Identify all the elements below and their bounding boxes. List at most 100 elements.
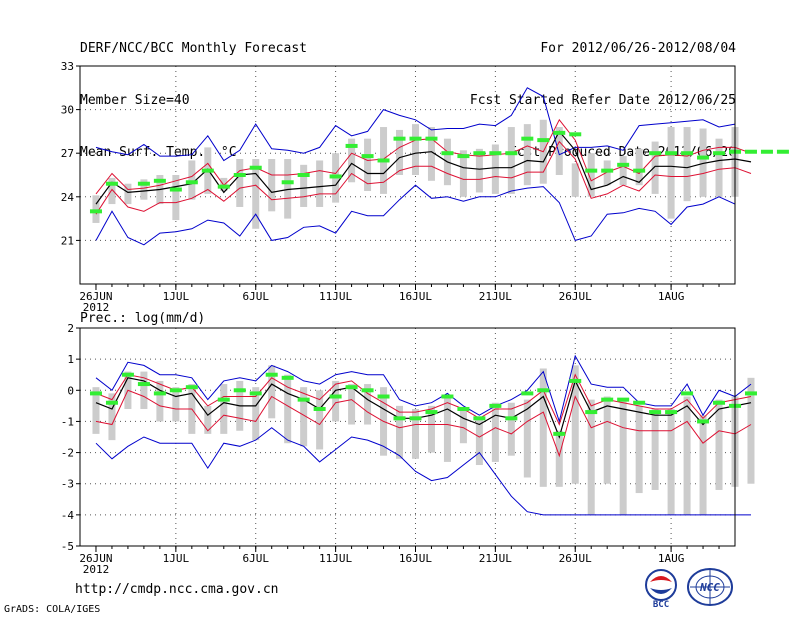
panel2-xtick-label-4: 16JUL — [399, 552, 432, 565]
panel2-spread-bar-12 — [284, 374, 292, 444]
source-url: http://cmdp.ncc.cma.gov.cn — [75, 582, 279, 597]
panel2-obs-marker-26 — [505, 416, 518, 421]
panel2-spread-bar-30 — [571, 365, 579, 484]
panel2-spread-bar-15 — [332, 380, 340, 422]
panel2-obs-marker-5 — [169, 388, 182, 393]
panel1-obs-marker-9 — [233, 173, 246, 177]
panel2-xtick-sublabel-0: 2012 — [83, 563, 110, 576]
panel1-spread-bar-33 — [619, 156, 627, 186]
panel2-obs-marker-3 — [137, 382, 150, 387]
panel2-obs-marker-23 — [457, 406, 470, 411]
panel1-obs-marker-33 — [617, 162, 630, 167]
panel1-spread-bar-13 — [300, 164, 308, 207]
panel1-obs-marker-35 — [649, 151, 662, 156]
panel1-obs-marker-36 — [665, 151, 678, 156]
panel1-obs-marker-10 — [249, 165, 262, 170]
panel2-spread-bar-25 — [491, 402, 499, 462]
panel2-spread-bar-39 — [715, 399, 723, 490]
panel1-spread-bar-9 — [236, 159, 244, 207]
header-member-size: Member Size=40 — [80, 93, 190, 108]
panel2-xtick-label-5: 21JUL — [479, 552, 512, 565]
panel2-obs-marker-4 — [153, 391, 166, 396]
panel2-obs-marker-30 — [569, 378, 582, 383]
panel1-obs-marker-4 — [153, 178, 166, 183]
panel1-spread-bar-38 — [699, 128, 707, 197]
panel2-obs-marker-21 — [425, 410, 438, 415]
panel2-obs-marker-28 — [537, 388, 550, 393]
panel1-obs-marker-17 — [361, 154, 374, 159]
panel1-xtick-label-1: 1JUL — [163, 290, 190, 303]
panel1-ytick-label-1: 24 — [61, 191, 75, 204]
panel2-obs-marker-6 — [185, 385, 198, 390]
panel2-min-line — [95, 427, 751, 516]
panel2-obs-marker-19 — [393, 416, 406, 421]
panel2-spread-bar-34 — [635, 405, 643, 494]
panel2-spread-bar-8 — [220, 384, 228, 434]
panel1-obs-marker-29 — [553, 130, 566, 135]
panel1-spread-bar-23 — [459, 150, 467, 197]
panel2-ytick-label-5: 0 — [67, 384, 74, 397]
panel2-spread-bar-41 — [747, 377, 755, 484]
panel2-obs-marker-33 — [617, 397, 630, 402]
panel2-spread-bar-3 — [140, 371, 148, 409]
panel1-ytick-label-2: 27 — [61, 147, 74, 160]
panel2-ytick-label-0: -5 — [61, 540, 74, 553]
panel1-spread-bar-29 — [555, 127, 563, 175]
header-right: For 2012/06/26-2012/08/04 Fcst Started R… — [470, 9, 736, 181]
panel1-spread-bar-32 — [603, 160, 611, 186]
panel1-obs-marker-12 — [281, 180, 294, 185]
panel2-xtick-label-7: 1AUG — [658, 552, 685, 565]
panel2-obs-marker-37 — [681, 391, 694, 396]
panel1-obs-marker-6 — [185, 180, 198, 185]
panel2-obs-marker-18 — [377, 394, 390, 399]
panel2-spread-bar-0 — [92, 387, 100, 434]
panel1-xtick-label-4: 16JUL — [399, 290, 432, 303]
panel2-obs-marker-22 — [441, 394, 454, 399]
panel2-xtick-label-2: 6JUL — [242, 552, 269, 565]
panel1-spread-bar-11 — [268, 159, 276, 212]
panel2-spread-bar-37 — [683, 396, 691, 515]
panel2-lower-line — [95, 389, 752, 458]
panel1-obs-marker-23 — [457, 154, 470, 159]
panel2-spread-bar-19 — [396, 405, 404, 459]
panel2-spread-bar-21 — [427, 405, 435, 453]
panel2-obs-marker-0 — [89, 391, 102, 396]
panel1-spread-bar-17 — [364, 138, 372, 191]
panel2-xtick-label-6: 26JUL — [559, 552, 592, 565]
panel2-obs-marker-12 — [281, 375, 294, 380]
panel2-spread-bar-16 — [348, 384, 356, 425]
panel2-ytick-label-4: -1 — [61, 415, 74, 428]
panel2-ytick-label-7: 2 — [67, 322, 74, 335]
panel2-obs-marker-17 — [361, 388, 374, 393]
panel2-obs-marker-38 — [697, 419, 710, 424]
panel2-obs-marker-39 — [713, 400, 726, 405]
panel2-spread-bar-1 — [108, 393, 116, 441]
panel1-max-line — [95, 87, 736, 162]
panel1-obs-marker-19 — [393, 136, 406, 141]
panel2-spread-bar-17 — [364, 384, 372, 425]
panel1-obs-marker-30 — [569, 132, 582, 137]
panel2-spread-bar-36 — [667, 408, 675, 515]
panel1-obs-marker-32 — [601, 168, 614, 173]
panel1-obs-marker-37 — [681, 151, 694, 156]
panel2-xtick-label-0: 26JUN — [79, 552, 112, 565]
panel2-obs-marker-35 — [649, 410, 662, 415]
panel2-obs-marker-16 — [345, 385, 358, 390]
panel2-obs-marker-41 — [744, 391, 757, 396]
panel2-obs-marker-10 — [249, 391, 262, 396]
panel1-obs-marker-16 — [345, 143, 358, 148]
panel1-spread-bar-19 — [396, 129, 404, 175]
header-model-title: DERF/NCC/BCC Monthly Forecast — [80, 41, 307, 56]
panel2-ytick-label-6: 1 — [67, 353, 74, 366]
panel1-obs-marker-28 — [537, 138, 550, 143]
panel1-obs-marker-1 — [105, 181, 118, 186]
panel1-frame — [79, 65, 736, 285]
panel1-xtick-sublabel-0: 2012 — [83, 301, 110, 314]
panel2-frame — [79, 327, 736, 547]
panel1-ytick-label-3: 30 — [61, 104, 74, 117]
panel1-spread-bar-16 — [348, 138, 356, 183]
panel2-spread-bar-27 — [523, 399, 531, 478]
panel2-obs-marker-13 — [297, 397, 310, 402]
panel2-spread-bar-33 — [619, 399, 627, 515]
panel2-spread-bar-24 — [475, 418, 483, 466]
